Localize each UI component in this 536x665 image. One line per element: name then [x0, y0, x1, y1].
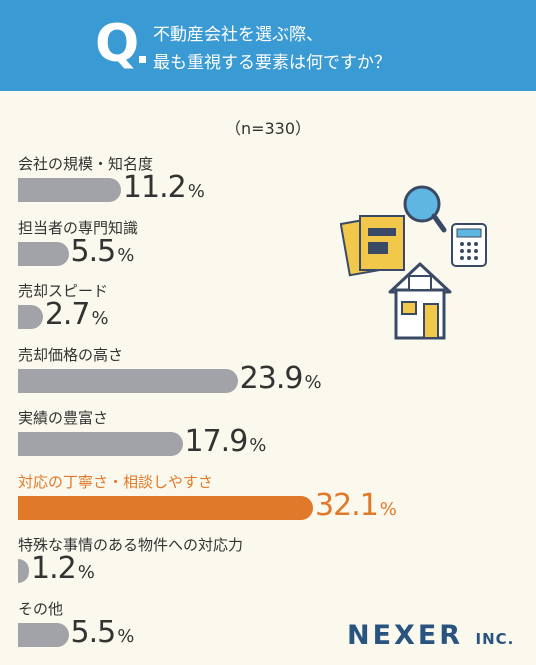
- bar: [18, 559, 30, 583]
- value-label: 32.1%: [315, 487, 397, 523]
- value-number: 11.2: [122, 170, 187, 205]
- value-label: 17.9%: [184, 424, 267, 459]
- question-line-2: 最も重視する要素は何ですか？: [153, 53, 391, 73]
- magnifier-icon: [403, 185, 447, 233]
- value-unit: %: [249, 435, 266, 456]
- value-number: 5.5: [70, 614, 117, 650]
- bar: [18, 495, 313, 520]
- value-label: 11.2%: [122, 170, 205, 205]
- category-label: 会社の規模・知名度: [18, 155, 154, 173]
- value-unit: %: [304, 371, 321, 393]
- question-line-1: 不動産会社を選ぶ際、: [153, 25, 323, 45]
- value-label: 2.7%: [44, 297, 109, 332]
- calculator-icon: [451, 223, 487, 267]
- category-label: 担当者の専門知識: [18, 218, 139, 237]
- bar: [18, 622, 69, 647]
- value-unit: %: [117, 625, 134, 647]
- nexer-logo: NEXER INC.: [347, 620, 514, 651]
- bar: [18, 432, 183, 456]
- value-label: 1.2%: [31, 551, 95, 586]
- value-label: 5.5%: [70, 614, 135, 650]
- value-unit: %: [379, 498, 397, 520]
- category-label: 特殊な事情のある物件への対応力: [18, 536, 244, 554]
- bar: [18, 305, 43, 329]
- logo-main: NEXER: [347, 620, 464, 651]
- category-label: 売却スピード: [18, 282, 109, 300]
- logo-suffix: INC.: [475, 630, 515, 648]
- category-label: 対応の丁寧さ・相談しやすさ: [18, 472, 213, 491]
- real-estate-illustration-icon: [340, 185, 487, 340]
- bar: [18, 178, 121, 202]
- value-unit: %: [117, 244, 134, 266]
- value-number: 2.7: [44, 297, 91, 332]
- value-number: 5.5: [70, 233, 117, 269]
- category-label: その他: [18, 599, 64, 618]
- bar: [18, 368, 238, 393]
- bar: [18, 241, 69, 266]
- value-label: 23.9%: [239, 360, 322, 396]
- category-label: 売却価格の高さ: [18, 345, 124, 364]
- value-number: 17.9: [184, 424, 249, 459]
- q-letter: Q: [95, 14, 139, 74]
- sample-size: （n=330）: [224, 119, 312, 138]
- value-label: 5.5%: [70, 233, 135, 269]
- question-header: Q 不動産会社を選ぶ際、 最も重視する要素は何ですか？: [0, 0, 536, 91]
- value-number: 23.9: [239, 360, 304, 396]
- value-unit: %: [77, 562, 95, 583]
- value-unit: %: [91, 308, 109, 329]
- category-label: 実績の豊富さ: [18, 409, 109, 427]
- value-number: 1.2: [31, 551, 77, 586]
- value-unit: %: [187, 181, 205, 202]
- house-icon: [388, 262, 452, 340]
- value-number: 32.1: [315, 487, 379, 523]
- q-dot: [139, 56, 146, 63]
- documents-icon: [340, 215, 405, 277]
